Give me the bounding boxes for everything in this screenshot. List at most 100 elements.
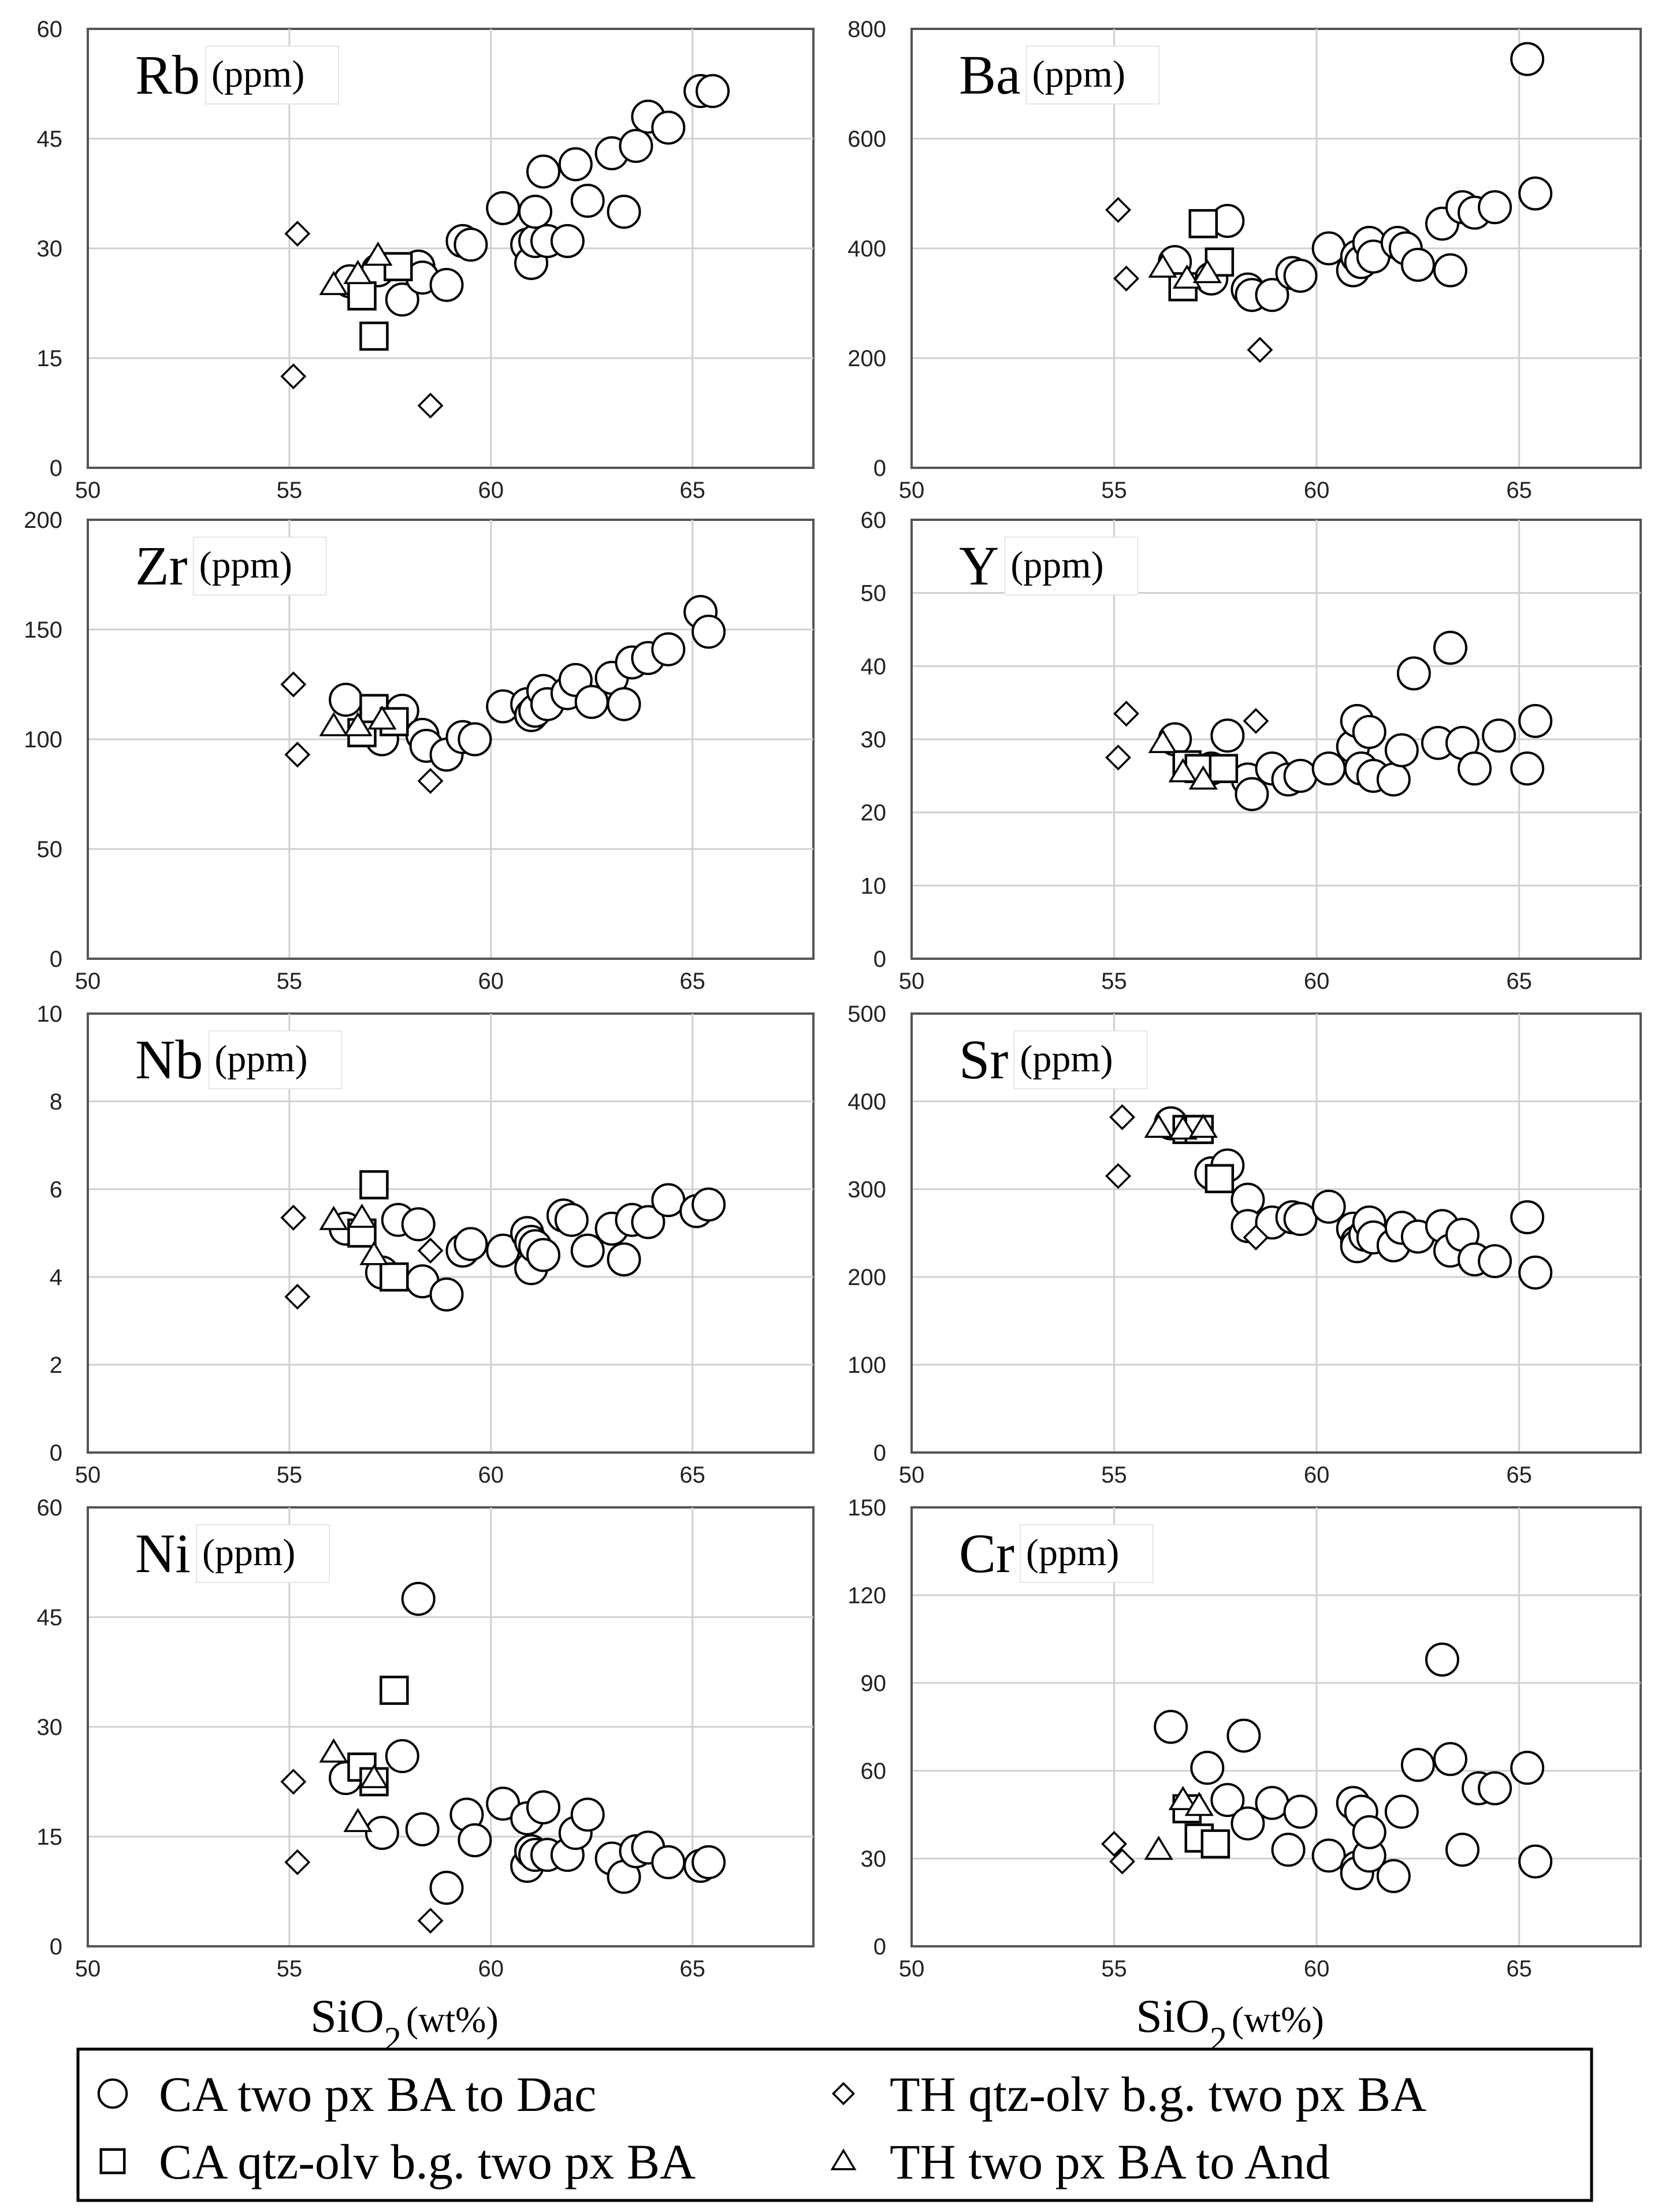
y-tick-label: 90 (861, 1671, 887, 1696)
data-point-circle (385, 1739, 419, 1774)
legend-square-icon (99, 2148, 126, 2174)
x-tick-label: 60 (1304, 1956, 1330, 1982)
data-point-triangle (1148, 728, 1177, 753)
data-point-circle (453, 228, 488, 262)
data-point-circle (1518, 1844, 1553, 1879)
data-point-triangle (343, 1808, 373, 1833)
panel-title-zr: Zr (135, 535, 188, 597)
data-point-diamond (284, 221, 311, 247)
x-tick-label: 60 (1304, 969, 1330, 994)
data-point-triangle (363, 241, 393, 266)
y-tick-label: 60 (861, 1759, 887, 1784)
data-point-circle (1311, 1838, 1346, 1873)
panel-unit-cr: (ppm) (1026, 1532, 1119, 1574)
data-point-circle (1518, 703, 1553, 738)
y-tick-label: 200 (847, 1265, 886, 1290)
data-point-triangle (1192, 259, 1222, 284)
y-tick-label: 0 (50, 947, 62, 972)
x-tick-label: 65 (1506, 1956, 1532, 1982)
y-tick-label: 0 (873, 456, 886, 481)
panel-title-sr: Sr (959, 1029, 1008, 1090)
panel-unit-sr: (ppm) (1020, 1038, 1113, 1080)
data-point-diamond (417, 392, 444, 419)
x-tick-label: 55 (277, 1462, 303, 1488)
data-point-circle (1425, 1642, 1459, 1677)
data-point-square (1188, 209, 1218, 239)
panel-unit-box (196, 1524, 330, 1583)
legend-label-ca-qtz-olv-b-g-two-px-ba: CA qtz-olv b.g. two px BA (159, 2134, 696, 2189)
legend: CA two px BA to Dac CA qtz-olv b.g. two p… (76, 2047, 1593, 2202)
data-point-circle (1510, 1751, 1545, 1785)
x-tick-label: 50 (899, 1956, 925, 1982)
data-point-circle (1478, 190, 1512, 225)
data-point-triangle (367, 705, 397, 730)
x-axis-label-ni: SiO2 (wt%) (310, 1990, 499, 2058)
data-point-square (384, 252, 413, 281)
series-th-qtz-olv-b-g-two-px-ba (280, 1204, 444, 1310)
legend-triangle-icon (830, 2148, 857, 2170)
series-th-two-px-ba-to-and (1148, 728, 1218, 790)
data-point-square (1205, 1164, 1235, 1194)
x-tick-label: 60 (1304, 1462, 1330, 1488)
y-tick-label: 120 (847, 1583, 886, 1608)
panel-title-y: Y (959, 535, 999, 597)
x-tick-label: 55 (277, 969, 303, 994)
data-point-circle (405, 1812, 440, 1846)
data-point-diamond (1113, 701, 1140, 727)
data-point-circle (1311, 751, 1346, 786)
y-tick-label: 30 (37, 1715, 63, 1740)
data-point-diamond (280, 363, 307, 390)
data-point-circle (1384, 733, 1419, 768)
x-tick-label: 55 (1101, 1956, 1127, 1982)
data-point-circle (692, 1187, 726, 1222)
x-tick-label: 60 (478, 969, 504, 994)
series-th-qtz-olv-b-g-two-px-ba (280, 221, 444, 419)
data-point-circle (486, 191, 521, 225)
data-point-circle (570, 1797, 605, 1832)
data-point-diamond (284, 1283, 311, 1310)
data-point-circle (401, 1207, 436, 1242)
data-point-circle (1510, 1200, 1545, 1235)
panel-unit-box (1004, 537, 1139, 595)
data-point-circle (1311, 231, 1346, 266)
data-point-diamond (1105, 197, 1132, 223)
legend-circle-icon (97, 2078, 128, 2109)
data-point-circle (1154, 1710, 1188, 1744)
y-tick-label: 30 (37, 236, 63, 262)
data-point-triangle (319, 1738, 348, 1763)
data-point-diamond (417, 1908, 444, 1934)
data-point-circle (518, 195, 553, 229)
series-th-qtz-olv-b-g-two-px-ba (1105, 701, 1269, 771)
x-tick-label: 50 (899, 969, 925, 994)
panel-unit-ni: (ppm) (202, 1532, 295, 1574)
data-point-circle (1271, 1833, 1306, 1867)
data-point-diamond (417, 1237, 444, 1264)
y-tick-label: 500 (847, 1001, 886, 1027)
data-point-triangle (347, 1203, 377, 1228)
y-tick-label: 150 (24, 617, 62, 643)
data-point-circle (1283, 1202, 1318, 1237)
data-point-circle (1255, 278, 1289, 312)
data-point-circle (554, 1202, 589, 1237)
y-tick-label: 800 (847, 17, 886, 42)
data-point-circle (1433, 631, 1467, 665)
data-point-circle (607, 1242, 641, 1277)
data-point-triangle (319, 270, 348, 295)
series-ca-two-px-ba-to-dac (329, 1581, 726, 1905)
data-point-triangle (359, 1764, 389, 1789)
series-th-two-px-ba-to-and (319, 1738, 389, 1833)
data-point-circle (631, 1205, 666, 1239)
data-point-triangle (1188, 1114, 1218, 1138)
y-tick-label: 100 (24, 727, 62, 753)
data-point-circle (1255, 1786, 1289, 1820)
data-point-circle (1376, 1859, 1411, 1893)
y-tick-label: 4 (50, 1265, 62, 1290)
data-point-circle (526, 1790, 560, 1824)
y-tick-label: 30 (861, 727, 887, 753)
x-tick-label: 50 (75, 1462, 101, 1488)
data-point-triangle (1184, 1792, 1214, 1816)
data-point-circle (365, 1816, 399, 1850)
series-ca-qtz-olv-b-g-two-px-ba (347, 1675, 409, 1797)
data-point-diamond (280, 1768, 307, 1795)
data-point-diamond (417, 768, 444, 794)
